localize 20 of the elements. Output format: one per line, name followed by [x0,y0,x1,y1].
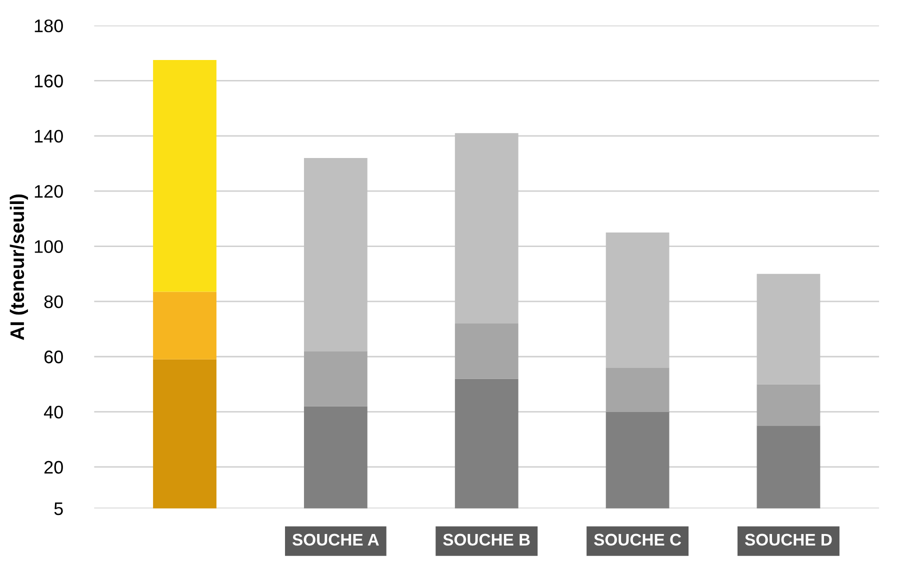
x-tick-label: SOUCHE D [744,534,832,546]
y-tick-label: 160 [34,74,63,88]
bar [606,232,670,368]
y-tick-label: 180 [34,19,63,32]
y-tick-label: 140 [34,130,63,143]
bar [304,158,368,352]
bar [153,60,216,292]
x-tick-label: SOUCHE A [292,534,379,546]
y-tick-label: 40 [44,406,63,419]
y-axis-title: AI (teneur/seuil) [10,194,28,340]
x-tick-label: SOUCHE C [594,534,682,546]
bar [756,274,820,384]
y-tick-label: 60 [44,350,63,364]
y-tick-label: 100 [34,240,63,253]
y-tick-label: 80 [44,295,63,308]
y-tick-label: 5 [54,502,63,516]
x-tick-label: SOUCHE B [443,534,530,546]
bar [454,133,518,324]
y-tick-label: 20 [44,460,63,474]
y-tick-label: 120 [34,185,63,198]
